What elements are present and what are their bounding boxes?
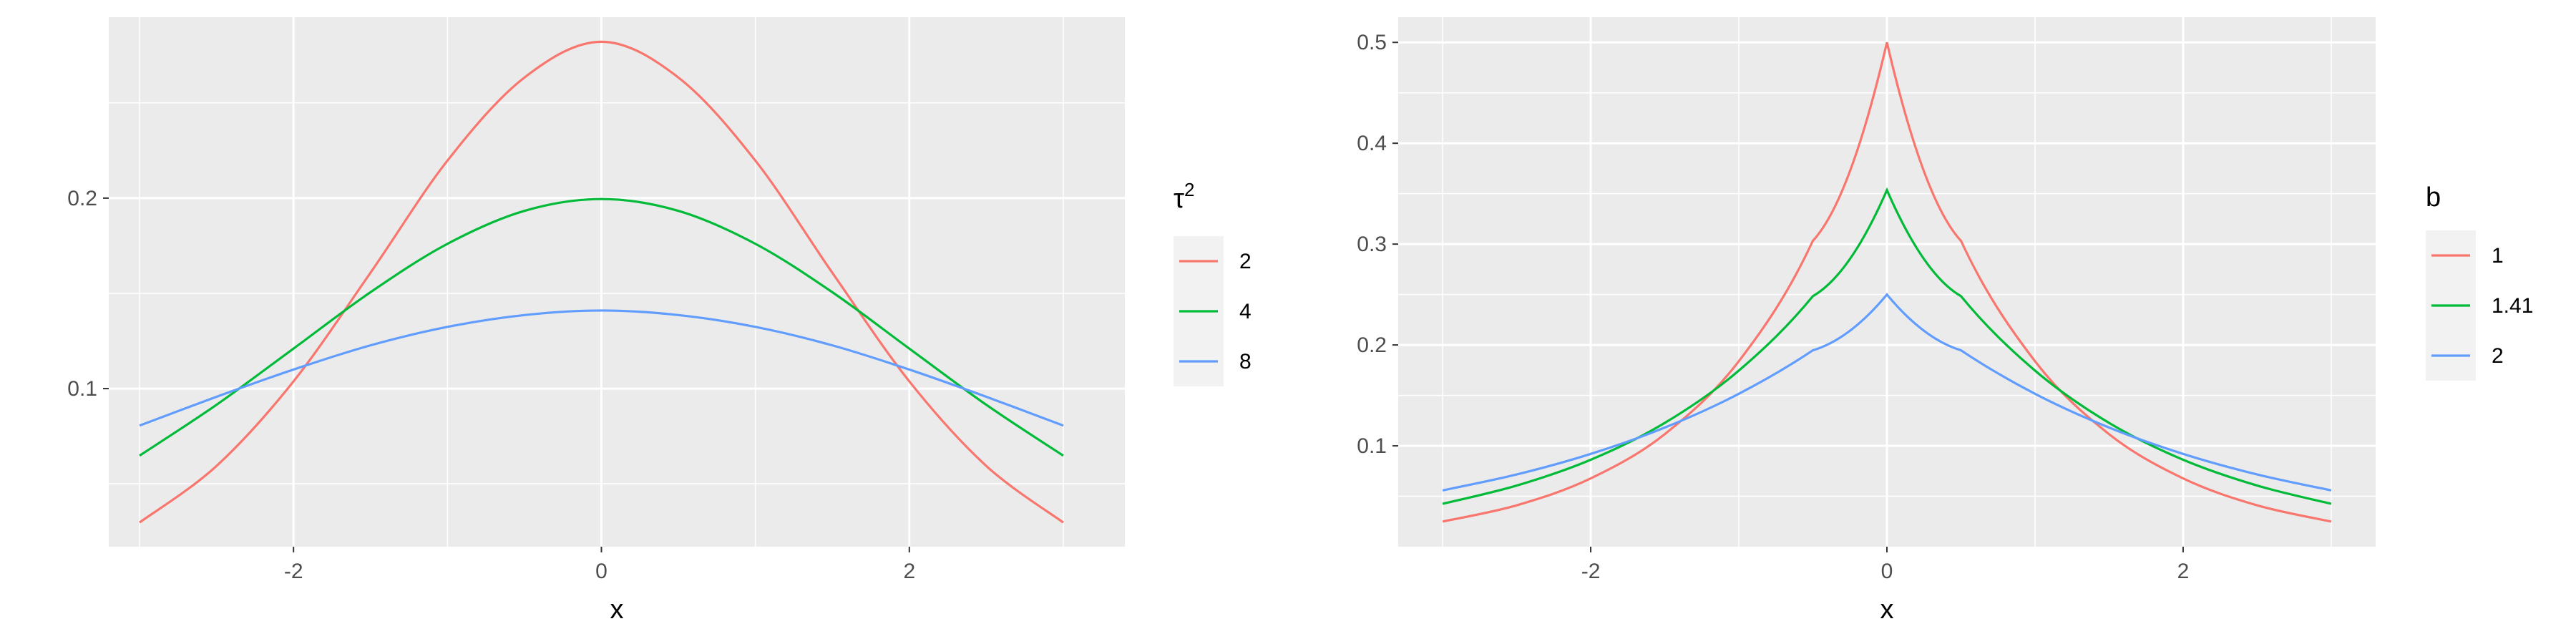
legend-label: 8 <box>1239 350 1252 374</box>
y-tick-label: 0.2 <box>1357 333 1387 357</box>
x-axis-title: x <box>1880 595 1894 625</box>
series-lines <box>139 40 1064 524</box>
grid-lines <box>1398 17 2376 547</box>
legend-title: τ2 <box>1174 179 1194 214</box>
series-line-1 <box>1442 42 2332 523</box>
y-tick-label: 0.4 <box>1357 132 1387 155</box>
series-line-4 <box>139 197 1064 457</box>
y-tick-label: 0.1 <box>1357 434 1387 458</box>
chart-laplace-densities: -2 0 2 0.1 0.2 0.3 0.4 0.5 x b 1 1.41 2 <box>1357 17 2533 625</box>
legend-title-base: τ <box>1174 184 1184 214</box>
legend-label: 4 <box>1239 300 1252 323</box>
legend-title-superscript: 2 <box>1184 179 1194 200</box>
x-axis-title: x <box>610 595 624 625</box>
series-line-2 <box>139 40 1064 524</box>
legend-label: 2 <box>2492 344 2504 368</box>
x-tick-label: -2 <box>1581 560 1601 583</box>
x-tick-label: -2 <box>284 560 303 583</box>
plot-panel-background <box>109 17 1125 547</box>
y-tick-label: 0.5 <box>1357 31 1387 54</box>
legend: τ2 248 <box>1174 179 1252 386</box>
series-lines <box>1442 42 2332 523</box>
x-tick-label: 2 <box>903 560 915 583</box>
chart-normal-densities: -2 0 20.10.2 x τ2 248 <box>67 17 1252 625</box>
series-line-2 <box>1442 293 2332 492</box>
y-tick-label: 0.2 <box>67 187 97 210</box>
series-line-1.41 <box>1442 187 2332 505</box>
legend-label: 1.41 <box>2492 294 2533 318</box>
x-tick-label: 0 <box>1881 560 1893 583</box>
legend-title: b <box>2426 182 2441 213</box>
x-tick-label: 0 <box>595 560 608 583</box>
series-line-8 <box>139 309 1064 427</box>
y-tick-label: 0.3 <box>1357 233 1387 256</box>
grid-lines <box>109 17 1125 547</box>
x-tick-label: 2 <box>2177 560 2190 583</box>
legend-label: 1 <box>2492 244 2504 268</box>
legend-label: 2 <box>1239 250 1252 273</box>
axis-ticks: -2 0 2 0.1 0.2 <box>67 187 915 583</box>
y-tick-label: 0.1 <box>67 377 97 401</box>
axis-ticks: -2 0 2 0.1 0.2 0.3 0.4 0.5 <box>1357 31 2189 583</box>
legend: b 1 1.41 2 <box>2426 182 2533 381</box>
legend-title-base: b <box>2426 182 2441 213</box>
